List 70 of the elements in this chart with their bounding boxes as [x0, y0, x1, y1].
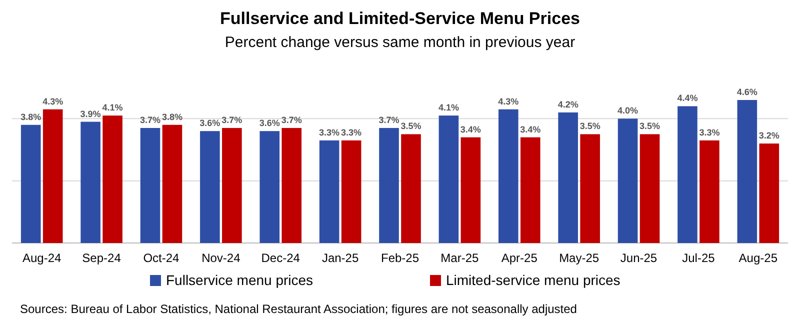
chart-title: Fullservice and Limited-Service Menu Prices [220, 9, 580, 28]
x-tick-label: Nov-24 [202, 251, 241, 265]
bar [737, 100, 758, 243]
data-label: 4.3% [498, 96, 519, 106]
data-label: 3.3% [319, 127, 340, 138]
data-label: 4.3% [42, 96, 64, 106]
bar [678, 106, 698, 243]
bar [102, 116, 122, 243]
legend-label: Fullservice menu prices [166, 272, 314, 288]
data-label: 3.3% [699, 127, 720, 138]
bar [140, 128, 160, 243]
data-label: 4.4% [677, 93, 698, 104]
bar [80, 122, 100, 243]
bar [438, 116, 459, 243]
bar [558, 112, 578, 243]
x-tick-label: Feb-25 [380, 251, 420, 265]
data-label: 3.5% [640, 121, 660, 132]
data-label: 3.4% [460, 124, 481, 134]
data-label: 3.6% [259, 118, 280, 128]
data-label: 3.5% [580, 121, 600, 132]
bar [200, 131, 220, 243]
data-label: 3.6% [200, 118, 220, 128]
data-label: 4.6% [736, 87, 758, 97]
bar [341, 140, 362, 243]
data-label: 4.1% [102, 102, 123, 113]
bar [260, 131, 280, 243]
bar [401, 134, 421, 243]
x-tick-label: Aug-24 [22, 251, 62, 265]
x-tick-label: Aug-25 [738, 251, 778, 265]
chart-subtitle: Percent change versus same month in previous year [224, 34, 576, 51]
x-tick-label: May-25 [559, 251, 600, 265]
data-label: 3.2% [758, 130, 780, 141]
bar [618, 118, 638, 243]
bar [42, 109, 63, 243]
bar [460, 137, 481, 243]
data-label: 3.8% [20, 112, 42, 122]
data-label: 3.3% [341, 127, 362, 138]
data-label: 3.7% [140, 114, 160, 125]
x-tick-label: Apr-25 [501, 251, 538, 265]
data-label: 3.9% [80, 108, 101, 119]
bar [640, 134, 660, 243]
data-label: 3.5% [400, 121, 422, 132]
legend-label: Limited-service menu prices [446, 272, 620, 288]
data-label: 3.7% [378, 114, 400, 125]
data-label: 3.7% [222, 114, 242, 125]
bar [520, 137, 540, 243]
x-tick-label: Jun-25 [620, 251, 658, 265]
data-label: 4.2% [558, 99, 578, 110]
bar [759, 144, 780, 243]
source-note: Sources: Bureau of Labor Statistics, National Restaurant Association; figures are not seasonally adjusted [20, 302, 577, 316]
bar [700, 140, 720, 243]
x-tick-label: Jan-25 [322, 251, 359, 265]
x-tick-label: Dec-24 [261, 251, 300, 265]
data-label: 4.1% [438, 102, 459, 113]
data-label: 3.4% [520, 124, 541, 134]
data-label: 4.0% [618, 106, 638, 116]
x-tick-label: Sep-24 [82, 251, 122, 265]
bar [498, 109, 518, 243]
bar [20, 124, 41, 243]
x-tick-label: Jul-25 [682, 251, 716, 265]
x-tick-label: Mar-25 [440, 251, 480, 265]
bar [580, 134, 600, 243]
bar [379, 128, 399, 243]
bar [162, 124, 182, 243]
bar [282, 128, 302, 243]
bar [319, 140, 340, 243]
data-label: 3.8% [162, 112, 182, 122]
x-tick-label: Oct-24 [143, 251, 180, 265]
bar [222, 128, 242, 243]
data-label: 3.7% [281, 114, 302, 125]
